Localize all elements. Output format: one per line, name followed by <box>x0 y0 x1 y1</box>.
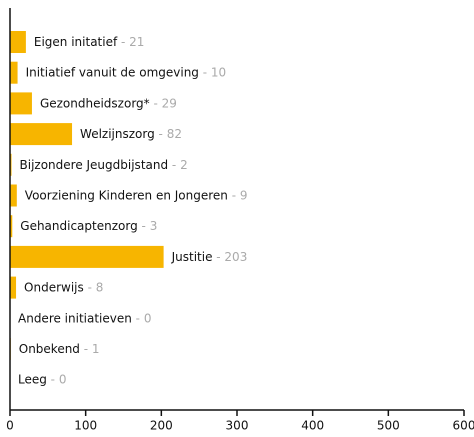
bar-label: Onbekend - 1 <box>19 342 100 356</box>
separator: - <box>84 280 96 294</box>
x-tick-label: 500 <box>377 419 400 433</box>
separator: - <box>155 127 167 141</box>
bar-label: Initiatief vanuit de omgeving - 10 <box>26 65 227 79</box>
category-label: Bijzondere Jeugdbijstand <box>20 157 169 171</box>
bar <box>10 276 17 299</box>
x-tick-label: 400 <box>301 419 324 433</box>
bar-label: Onderwijs - 8 <box>24 280 103 294</box>
category-label: Onderwijs <box>24 280 84 294</box>
value-label: 203 <box>224 249 247 263</box>
value-label: 10 <box>211 65 226 79</box>
separator: - <box>117 35 129 49</box>
bar-label: Eigen initatief - 21 <box>34 35 145 49</box>
x-tick-label: 300 <box>226 419 249 433</box>
separator: - <box>168 157 180 171</box>
bar <box>10 123 73 146</box>
bar <box>10 184 17 207</box>
separator: - <box>228 188 240 202</box>
bar <box>10 61 18 84</box>
bar-label: Voorziening Kinderen en Jongeren - 9 <box>25 188 248 202</box>
bar-label: Bijzondere Jeugdbijstand - 2 <box>20 157 188 171</box>
value-label: 0 <box>59 372 67 386</box>
x-tick-label: 0 <box>6 419 14 433</box>
category-label: Leeg <box>18 372 47 386</box>
category-label: Onbekend <box>19 342 80 356</box>
x-tick-label: 100 <box>74 419 97 433</box>
separator: - <box>199 65 211 79</box>
separator: - <box>150 96 162 110</box>
separator: - <box>212 249 224 263</box>
x-tick-label: 200 <box>150 419 173 433</box>
category-label: Justitie <box>171 249 213 263</box>
category-label: Gezondheidszorg* <box>40 96 150 110</box>
bar <box>10 31 26 53</box>
category-label: Gehandicaptenzorg <box>20 219 137 233</box>
separator: - <box>80 342 92 356</box>
value-label: 1 <box>92 342 100 356</box>
bar-label: Andere initiatieven - 0 <box>18 311 151 325</box>
value-label: 21 <box>129 35 144 49</box>
value-label: 0 <box>144 311 152 325</box>
value-label: 3 <box>150 219 158 233</box>
separator: - <box>138 219 150 233</box>
category-label: Initiatief vanuit de omgeving <box>26 65 199 79</box>
bar-label: Gehandicaptenzorg - 3 <box>20 219 157 233</box>
separator: - <box>47 372 59 386</box>
bar-label: Welzijnszorg - 82 <box>80 127 182 141</box>
value-label: 9 <box>240 188 248 202</box>
category-label: Voorziening Kinderen en Jongeren <box>25 188 228 202</box>
bar <box>10 92 32 115</box>
value-label: 29 <box>162 96 177 110</box>
category-label: Eigen initatief <box>34 35 118 49</box>
category-label: Welzijnszorg <box>80 127 155 141</box>
bar <box>10 215 13 238</box>
separator: - <box>132 311 144 325</box>
bar-label: Gezondheidszorg* - 29 <box>40 96 177 110</box>
bar-label: Justitie - 203 <box>171 249 248 263</box>
value-label: 82 <box>167 127 182 141</box>
bar <box>10 245 164 268</box>
value-label: 2 <box>180 157 188 171</box>
category-label: Andere initiatieven <box>18 311 132 325</box>
value-label: 8 <box>96 280 104 294</box>
bar <box>10 153 12 176</box>
bar-label: Leeg - 0 <box>18 372 66 386</box>
x-tick-label: 600 <box>453 419 474 433</box>
